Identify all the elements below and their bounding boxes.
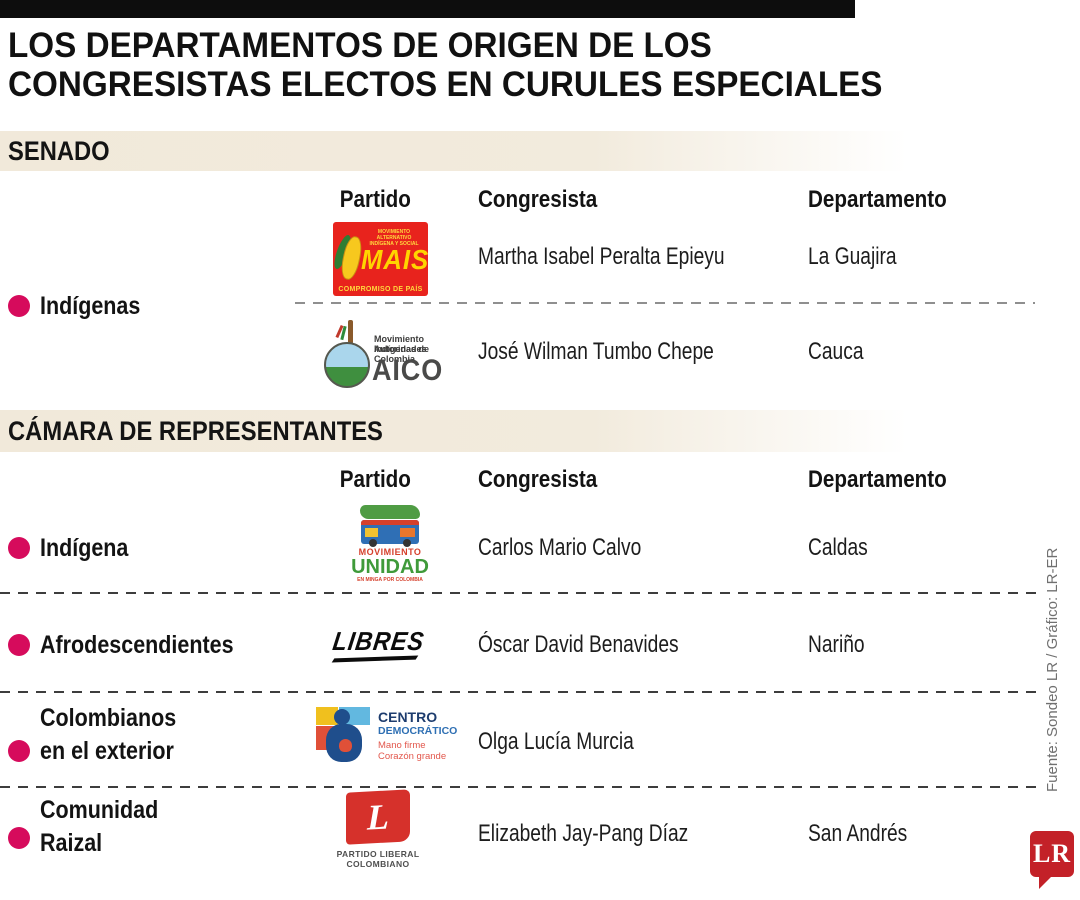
camara-rowD-label-line1: Comunidad <box>40 796 159 824</box>
bus-wheel-left-icon <box>369 539 377 547</box>
senado-group-label: Indígenas <box>40 292 141 320</box>
person-head-icon <box>334 709 350 725</box>
top-accent-bar <box>0 0 855 18</box>
camara-separator-3 <box>0 786 1040 788</box>
senado-column-header-departamento: Departamento <box>808 186 947 213</box>
camara-rowA-congresista: Carlos Mario Calvo <box>478 534 642 561</box>
lr-logo-tail-icon <box>1039 876 1052 889</box>
lr-logo: LR <box>1030 831 1074 889</box>
senado-row2-congresista: José Wilman Tumbo Chepe <box>478 338 714 365</box>
unidad-logo-line1: MOVIMIENTO <box>358 547 422 557</box>
camara-separator-1 <box>0 592 1040 594</box>
camara-rowA-departamento: Caldas <box>808 534 868 561</box>
aico-emblem-icon <box>324 342 370 388</box>
libres-party-logo: LIBRES <box>330 626 433 666</box>
senado-group-bullet <box>8 295 30 317</box>
page-title-line2-text: CONGRESISTAS ELECTOS EN CURULES ESPECIAL… <box>8 65 883 104</box>
partido-liberal-party-logo: L <box>346 789 410 845</box>
senado-section-band: SENADO <box>0 131 1080 171</box>
camara-rowA-bullet <box>8 537 30 559</box>
senado-row2-departamento: Cauca <box>808 338 864 365</box>
liberal-caption-line2: COLOMBIANO <box>346 859 410 869</box>
camara-section-band: CÁMARA DE REPRESENTANTES <box>0 410 1080 452</box>
camara-rowD-congresista: Elizabeth Jay-Pang Díaz <box>478 820 689 847</box>
emblem-yellow-block-icon <box>316 707 338 725</box>
senado-column-header-partido: Partido <box>339 186 411 213</box>
camara-rowB-congresista: Óscar David Benavides <box>478 631 679 658</box>
camara-rowC-congresista: Olga Lucía Murcia <box>478 728 634 755</box>
camara-column-header-partido: Partido <box>339 466 411 493</box>
camara-rowC-label-line1: Colombianos <box>40 704 177 732</box>
liberal-logo-caption: PARTIDO LIBERAL COLOMBIANO <box>310 849 446 869</box>
lr-logo-text: LR <box>1032 839 1072 868</box>
heart-icon <box>339 739 352 752</box>
bus-roof-icon <box>361 520 419 525</box>
bus-window2-icon <box>400 528 415 537</box>
camara-column-header-congresista: Congresista <box>478 466 598 493</box>
camara-rowD-bullet <box>8 827 30 849</box>
aico-logo-top-text1: Movimiento Autoridades <box>374 334 427 354</box>
aico-logo-name: AICO <box>372 354 444 387</box>
camara-separator-2 <box>0 691 1040 693</box>
bus-wheel-right-icon <box>403 539 411 547</box>
mais-party-logo: MOVIMIENTO ALTERNATIVO INDÍGENA Y SOCIAL… <box>331 222 430 296</box>
mais-logo-slogan: COMPROMISO DE PAÍS <box>338 286 423 293</box>
camara-rowC-bullet <box>8 740 30 762</box>
camara-rowA-label: Indígena <box>40 534 129 562</box>
senado-row-separator <box>295 302 1035 304</box>
mais-logo-name: MAIS <box>361 244 430 275</box>
camara-rowB-label: Afrodescendientes <box>40 631 234 659</box>
centro-logo-line1: CENTRO <box>378 709 438 725</box>
movimiento-unidad-party-logo: MOVIMIENTO UNIDAD EN MINGA POR COLOMBIA <box>342 505 438 591</box>
aico-party-logo: Movimiento Autoridades Indígenas de Colo… <box>316 320 446 388</box>
page-title-line1-text: LOS DEPARTAMENTOS DE ORIGEN DE LOS <box>8 26 712 65</box>
page-title: LOS DEPARTAMENTOS DE ORIGEN DE LOS CONGR… <box>8 26 929 104</box>
centro-logo-line2: DEMOCRÁTICO <box>378 725 458 737</box>
page-title-line2: CONGRESISTAS ELECTOS EN CURULES ESPECIAL… <box>8 65 929 104</box>
centro-logo-line4: Corazón grande <box>378 751 447 762</box>
aico-logo-top-text2: Indígenas de Colombia <box>374 344 430 364</box>
ceremonial-staff-icon <box>348 320 353 344</box>
camara-rowD-departamento: San Andrés <box>808 820 908 847</box>
camara-rowB-bullet <box>8 634 30 656</box>
chiva-bus-icon <box>361 520 419 547</box>
page-title-line1: LOS DEPARTAMENTOS DE ORIGEN DE LOS <box>8 26 929 65</box>
unidad-logo-line3: EN MINGA POR COLOMBIA <box>357 577 423 583</box>
camara-rowB-departamento: Nariño <box>808 631 865 658</box>
liberal-flag-letter: L <box>367 796 389 838</box>
camara-rowC-label-line2: en el exterior <box>40 737 174 765</box>
centro-democratico-party-logo: CENTRO DEMOCRÁTICO Mano firme Corazón gr… <box>316 707 461 769</box>
mais-logo-top-text: MOVIMIENTO ALTERNATIVO INDÍGENA Y SOCIAL <box>369 229 419 247</box>
unidad-logo-line2: UNIDAD <box>351 556 429 578</box>
centro-logo-text: CENTRO DEMOCRÁTICO Mano firme Corazón gr… <box>378 709 458 763</box>
senado-row1-congresista: Martha Isabel Peralta Epieyu <box>478 243 725 270</box>
source-credit: Fuente: Sondeo LR / Gráfico: LR-ER <box>1044 547 1061 792</box>
camara-rowD-label-line2: Raizal <box>40 829 103 857</box>
camara-section-title: CÁMARA DE REPRESENTANTES <box>8 416 383 446</box>
foliage-icon <box>360 505 420 519</box>
libres-logo-name: LIBRES <box>330 626 427 656</box>
bus-window-icon <box>365 528 378 537</box>
camara-rowD-label: Comunidad Raizal <box>40 794 178 860</box>
centro-emblem-icon <box>316 707 370 763</box>
senado-section-title: SENADO <box>8 136 110 166</box>
centro-logo-line3: Mano firme <box>378 740 426 751</box>
camara-column-header-departamento: Departamento <box>808 466 947 493</box>
liberal-caption-line1: PARTIDO LIBERAL <box>336 849 420 859</box>
senado-column-header-congresista: Congresista <box>478 186 598 213</box>
senado-row1-departamento: La Guajira <box>808 243 897 270</box>
camara-rowC-label: Colombianos en el exterior <box>40 702 198 768</box>
